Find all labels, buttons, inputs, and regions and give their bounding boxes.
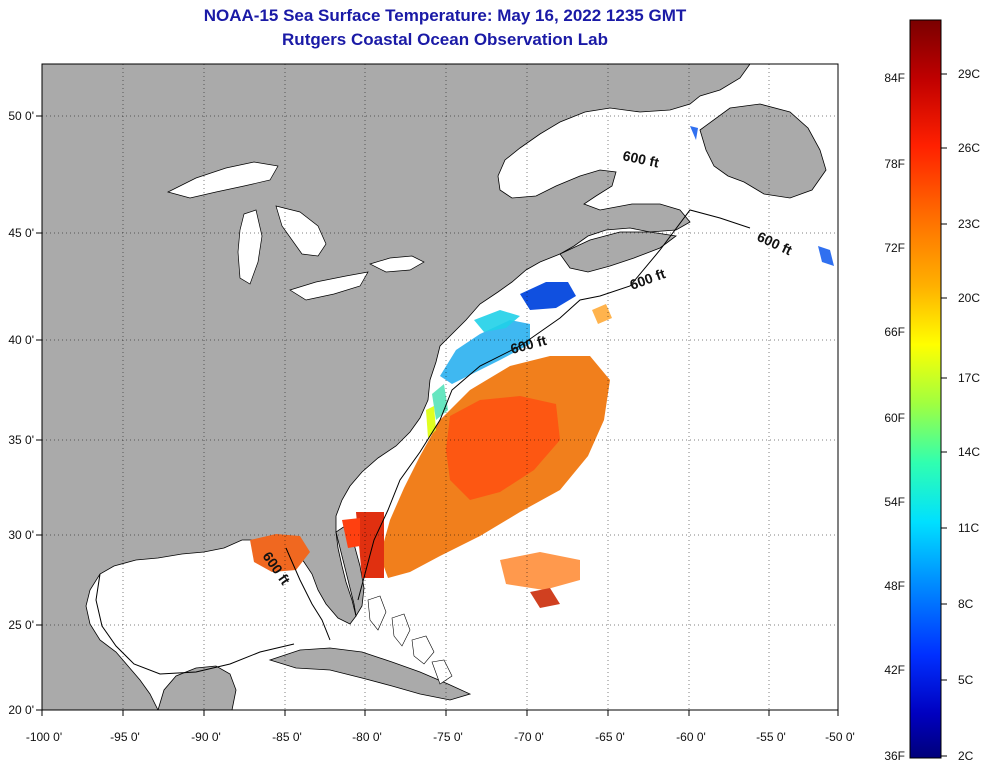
- colorbar-f-label: 66F: [884, 325, 905, 339]
- x-tick-label: -95 0': [110, 730, 140, 744]
- colorbar-f-label: 84F: [884, 71, 905, 85]
- colorbar-c-label: 29C: [958, 67, 980, 81]
- colorbar-f-label: 48F: [884, 579, 905, 593]
- colorbar-celsius-labels: 29C 26C 23C 20C 17C 14C 11C 8C 5C 2C: [941, 67, 980, 763]
- colorbar-f-label: 78F: [884, 157, 905, 171]
- colorbar-c-label: 11C: [958, 521, 979, 535]
- x-tick-label: -60 0': [676, 730, 706, 744]
- colorbar: [909, 19, 942, 759]
- x-tick-label: -85 0': [272, 730, 302, 744]
- y-tick-label: 35 0': [8, 433, 34, 447]
- sst-cool-water: [426, 126, 834, 438]
- sst-warm-water: [250, 304, 612, 608]
- colorbar-f-label: 60F: [884, 411, 905, 425]
- colorbar-c-label: 26C: [958, 141, 980, 155]
- x-tick-label: -70 0': [514, 730, 544, 744]
- colorbar-c-label: 23C: [958, 217, 980, 231]
- x-tick-label: -65 0': [595, 730, 625, 744]
- map-title: NOAA-15 Sea Surface Temperature: May 16,…: [203, 6, 687, 25]
- colorbar-c-label: 2C: [958, 749, 974, 763]
- y-tick-label: 50 0': [8, 109, 34, 123]
- colorbar-f-label: 72F: [884, 241, 905, 255]
- x-tick-label: -80 0': [352, 730, 382, 744]
- x-tick-label: -100 0': [26, 730, 62, 744]
- y-tick-label: 40 0': [8, 333, 34, 347]
- x-tick-label: -75 0': [433, 730, 463, 744]
- colorbar-f-label: 54F: [884, 495, 905, 509]
- colorbar-c-label: 8C: [958, 597, 974, 611]
- y-tick-label: 25 0': [8, 618, 34, 632]
- map-subtitle: Rutgers Coastal Ocean Observation Lab: [282, 30, 608, 49]
- depth-label: 600 ft: [621, 147, 660, 170]
- land-newfoundland: [699, 103, 827, 199]
- y-axis-ticks: 20 0' 25 0' 30 0' 35 0' 40 0' 45 0' 50 0': [8, 109, 42, 717]
- x-tick-label: -90 0': [191, 730, 221, 744]
- y-tick-label: 30 0': [8, 528, 34, 542]
- x-axis-ticks: -100 0' -95 0' -90 0' -85 0' -80 0' -75 0' -70…: [26, 710, 855, 744]
- land-north-america: [42, 64, 751, 710]
- x-tick-label: -55 0': [756, 730, 786, 744]
- colorbar-f-label: 42F: [884, 663, 905, 677]
- land-cuba: [268, 647, 472, 701]
- colorbar-fahrenheit-labels: 84F 78F 72F 66F 60F 54F 48F 42F 36F: [884, 71, 905, 763]
- colorbar-c-label: 17C: [958, 371, 980, 385]
- colorbar-c-label: 14C: [958, 445, 980, 459]
- x-tick-label: -50 0': [825, 730, 855, 744]
- y-tick-label: 45 0': [8, 226, 34, 240]
- depth-contour-600ft: [95, 209, 751, 675]
- y-tick-label: 20 0': [8, 703, 34, 717]
- colorbar-c-label: 5C: [958, 673, 974, 687]
- colorbar-c-label: 20C: [958, 291, 980, 305]
- great-lakes: [167, 161, 425, 301]
- colorbar-f-label: 36F: [884, 749, 905, 763]
